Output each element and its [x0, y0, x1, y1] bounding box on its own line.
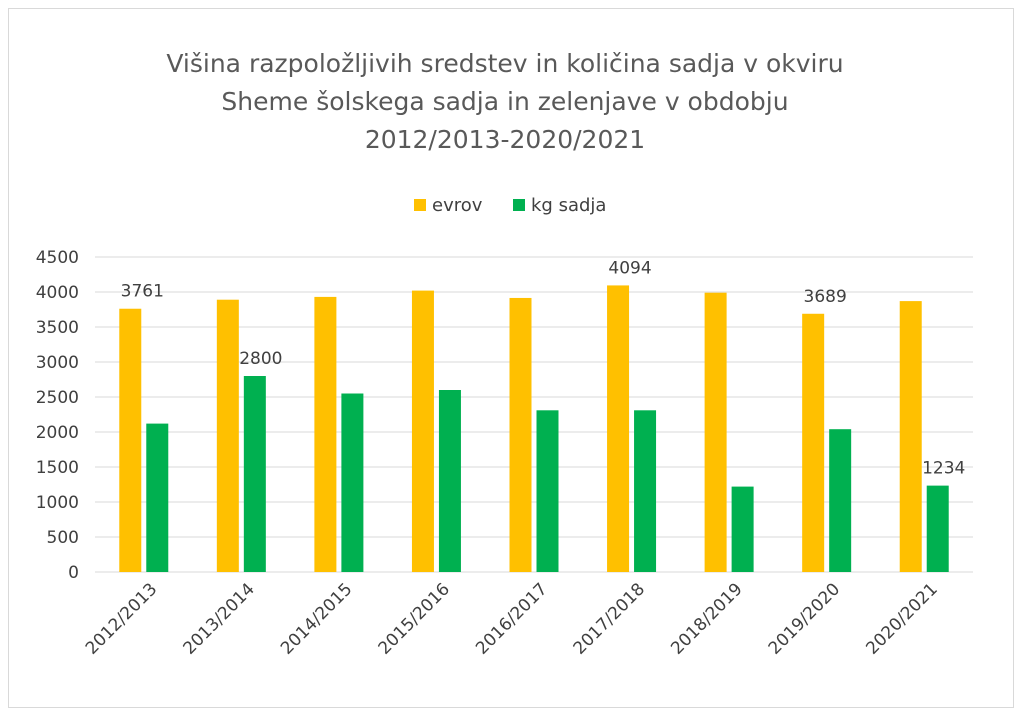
bar-evrov-2018-2019 [704, 292, 727, 572]
bar-evrov-2016-2017 [509, 297, 532, 572]
data-label: 1234 [922, 459, 965, 479]
legend-label-kg-sadja: kg sadja [531, 195, 606, 216]
y-tick-label: 3500 [36, 318, 79, 338]
x-tick-label: 2014/2015 [277, 579, 356, 658]
y-tick-label: 1000 [36, 493, 79, 513]
y-tick-label: 2500 [36, 388, 79, 408]
data-label: 3689 [804, 287, 847, 307]
y-tick-label: 500 [47, 528, 79, 548]
x-tick-label: 2013/2014 [179, 579, 258, 658]
chart-title-line-3: 2012/2013-2020/2021 [365, 125, 645, 154]
legend-swatch-kg-sadja [513, 199, 525, 211]
bar-evrov-2014-2015 [314, 296, 337, 572]
data-labels: 3761 2800 4094 3689 1234 [121, 258, 966, 478]
x-tick-label: 2019/2020 [765, 579, 844, 658]
data-label: 2800 [239, 349, 282, 369]
bar-evrov-2012-2013 [119, 308, 142, 572]
x-axis: 2012/2013 2013/2014 2014/2015 2015/2016 2016… [82, 579, 942, 658]
bars [119, 285, 949, 572]
bar-evrov-2019-2020 [802, 313, 825, 572]
y-axis: 0 500 1000 1500 2000 2500 3000 3500 4000 4500 [36, 248, 79, 583]
bar-kg-sadja-2014-2015 [341, 393, 364, 572]
y-tick-label: 4000 [36, 283, 79, 303]
x-tick-label: 2015/2016 [375, 579, 454, 658]
chart-legend: evrov kg sadja [414, 195, 606, 216]
data-label: 4094 [608, 258, 651, 278]
bar-kg-sadja-2017-2018 [634, 410, 657, 572]
x-tick-label: 2020/2021 [862, 579, 941, 658]
bar-kg-sadja-2019-2020 [829, 429, 852, 572]
data-label: 3761 [121, 282, 164, 302]
y-tick-label: 3000 [36, 353, 79, 373]
y-tick-label: 0 [68, 563, 79, 583]
bar-kg-sadja-2012-2013 [146, 423, 169, 572]
bar-kg-sadja-2018-2019 [731, 486, 754, 572]
bar-evrov-2013-2014 [216, 299, 239, 572]
x-tick-label: 2017/2018 [570, 579, 649, 658]
chart-title-line-2: Sheme šolskega sadja in zelenjave v obdo… [221, 87, 788, 116]
y-tick-label: 4500 [36, 248, 79, 268]
bar-evrov-2020-2021 [899, 301, 922, 572]
bar-kg-sadja-2020-2021 [926, 485, 949, 572]
bar-kg-sadja-2013-2014 [243, 376, 266, 572]
bar-evrov-2015-2016 [411, 290, 434, 572]
bar-kg-sadja-2016-2017 [536, 410, 559, 572]
chart-title-line-1: Višina razpoložljivih sredstev in količi… [166, 49, 843, 78]
x-tick-label: 2016/2017 [472, 579, 551, 658]
bar-evrov-2017-2018 [607, 285, 630, 572]
x-tick-label: 2018/2019 [667, 579, 746, 658]
chart-title: Višina razpoložljivih sredstev in količi… [166, 49, 843, 154]
bar-kg-sadja-2015-2016 [438, 390, 461, 572]
legend-label-evrov: evrov [432, 195, 483, 216]
y-tick-label: 1500 [36, 458, 79, 478]
legend-swatch-evrov [414, 199, 426, 211]
y-tick-label: 2000 [36, 423, 79, 443]
gridlines [95, 256, 973, 573]
x-tick-label: 2012/2013 [82, 579, 161, 658]
